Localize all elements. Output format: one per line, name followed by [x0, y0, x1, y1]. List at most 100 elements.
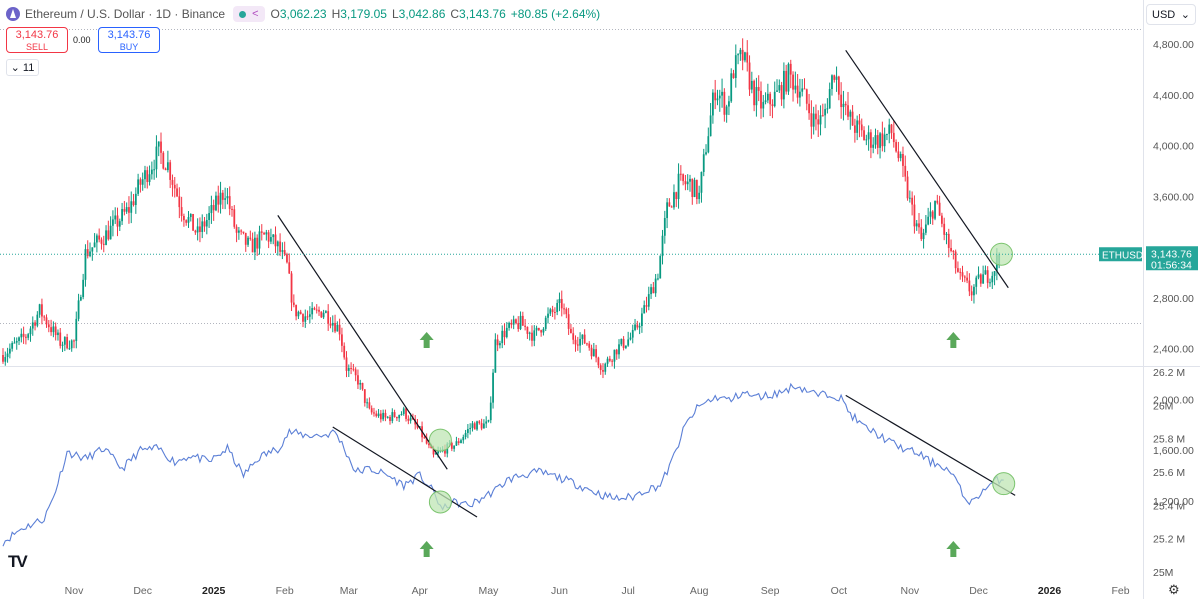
candle-body — [25, 336, 27, 338]
market-status-pill[interactable]: < — [233, 6, 265, 22]
candle-body — [608, 358, 611, 361]
candle-body — [565, 308, 568, 315]
sell-label: SELL — [25, 42, 49, 52]
candle-body — [297, 311, 300, 317]
candle-body — [718, 95, 721, 99]
candle-body — [693, 179, 696, 198]
candle-body — [700, 171, 703, 193]
candle-body — [766, 93, 769, 101]
candle-body — [833, 75, 836, 80]
currency-select[interactable]: USD ⌄ — [1146, 4, 1196, 25]
candle-body — [247, 237, 249, 245]
time-tick-label: Jul — [621, 585, 634, 597]
candle-body — [918, 223, 920, 228]
candle-body — [604, 363, 607, 372]
candle-body — [776, 90, 778, 92]
candle-body — [886, 133, 888, 135]
candle-body — [139, 179, 142, 185]
time-tick-label: Nov — [900, 585, 919, 597]
candle-body — [966, 277, 968, 281]
candle-body — [437, 451, 439, 454]
candle-body — [986, 270, 989, 283]
candle-body — [205, 220, 208, 227]
candle-body — [837, 76, 840, 95]
candle-body — [764, 100, 767, 102]
candle-body — [235, 226, 238, 233]
candle-body — [904, 165, 907, 177]
settings-icon[interactable]: ⚙ — [1168, 582, 1180, 597]
indicator-tick-label: 25.4 M — [1153, 500, 1185, 512]
candle-body — [750, 80, 753, 90]
buy-button[interactable]: 3,143.76 BUY — [98, 27, 160, 53]
candle-body — [2, 355, 4, 362]
candle-body — [306, 316, 309, 318]
candle-body — [331, 322, 334, 326]
share-icon[interactable]: < — [252, 8, 259, 20]
candle-body — [631, 330, 634, 338]
candle-body — [320, 311, 323, 318]
up-arrow-icon — [419, 332, 434, 348]
candle-body — [780, 85, 783, 100]
candle-body — [130, 201, 133, 213]
candle-body — [959, 271, 962, 273]
candle-body — [526, 326, 529, 334]
indicators-toggle-button[interactable]: ⌄ 11 — [6, 59, 39, 76]
price-trendline — [277, 215, 448, 470]
sell-button[interactable]: 3,143.76 SELL — [6, 27, 68, 53]
candle-body — [409, 417, 412, 421]
candle-body — [352, 368, 355, 370]
candle-body — [906, 176, 909, 199]
candle-body — [91, 247, 94, 252]
candle-body — [359, 382, 362, 385]
candle-body — [503, 330, 506, 338]
candle-body — [95, 235, 98, 243]
candle-body — [757, 87, 760, 91]
time-tick-label: 2026 — [1038, 585, 1062, 597]
tradingview-logo[interactable]: TV — [8, 552, 28, 571]
candle-body — [519, 315, 522, 330]
sell-price: 3,143.76 — [15, 29, 59, 41]
indicator-tick-label: 25.8 M — [1153, 434, 1185, 446]
candle-body — [231, 208, 233, 210]
candle-body — [434, 453, 437, 455]
candle-body — [957, 268, 959, 272]
symbol-title[interactable]: Ethereum / U.S. Dollar · 1D · Binance — [25, 7, 226, 21]
candle-body — [863, 130, 865, 141]
candle-body — [542, 328, 545, 333]
candle-body — [524, 325, 527, 327]
candle-body — [874, 135, 877, 145]
symbol-badge-text: ETHUSD — [1102, 250, 1143, 261]
candle-body — [533, 330, 536, 341]
candle-body — [366, 402, 369, 404]
price-tick-label: 4,000.00 — [1153, 141, 1194, 153]
candle-body — [464, 432, 467, 437]
candle-body — [666, 202, 668, 219]
candle-body — [709, 115, 712, 137]
candle-body — [256, 237, 259, 249]
candle-body — [835, 76, 838, 80]
currency-value: USD — [1152, 8, 1176, 21]
candle-body — [453, 445, 456, 449]
candle-body — [865, 139, 868, 141]
candle-body — [560, 298, 563, 309]
candle-body — [597, 357, 600, 366]
candle-body — [141, 179, 144, 185]
candle-body — [947, 233, 950, 248]
time-tick-label: Mar — [340, 585, 359, 597]
candle-body — [189, 213, 192, 218]
candle-body — [881, 133, 884, 147]
candle-body — [354, 369, 357, 376]
candle-body — [112, 219, 114, 226]
candle-body — [373, 412, 375, 414]
candle-body — [734, 55, 737, 79]
candle-body — [224, 198, 227, 200]
candle-body — [178, 196, 181, 208]
indicators-count: 11 — [22, 61, 35, 74]
candle-body — [576, 344, 579, 346]
candle-body — [125, 207, 128, 212]
candle-body — [137, 179, 140, 194]
time-tick-label: May — [479, 585, 500, 597]
candle-body — [588, 343, 591, 348]
candle-body — [741, 49, 744, 61]
